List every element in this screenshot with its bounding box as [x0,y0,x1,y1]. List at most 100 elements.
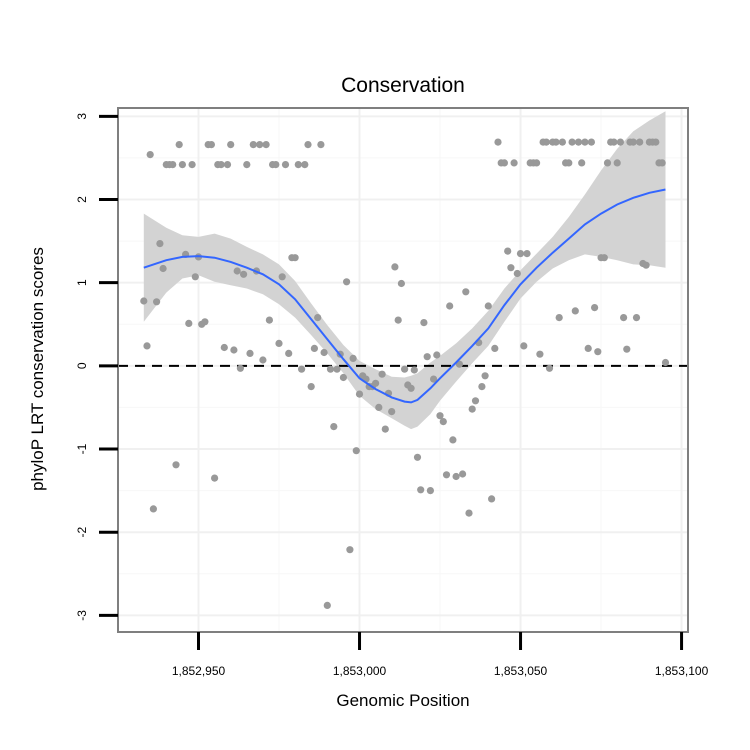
x-tick-label: 1,853,050 [494,664,548,678]
x-axis: 1,852,950 1,853,000 1,853,050 1,853,100 [172,632,709,678]
data-point [468,405,476,413]
data-point [439,418,447,426]
data-point [642,261,650,269]
data-point [413,453,422,461]
data-point [355,390,364,398]
data-point [352,447,360,455]
data-point [146,151,154,159]
data-point [339,373,347,382]
data-point [278,273,286,281]
data-point [471,397,480,405]
data-point [484,302,492,310]
data-point [304,141,312,149]
data-point [323,601,331,610]
data-point [262,141,270,149]
data-point [156,240,164,248]
data-point [256,141,264,149]
data-point [494,138,502,146]
data-point [346,546,354,554]
data-point [220,343,228,352]
data-point [436,412,444,420]
data-point [542,138,550,146]
data-point [661,358,670,367]
data-point [465,509,473,517]
data-point [455,360,463,368]
data-point [420,319,428,327]
data-point [426,487,434,495]
y-tick-label: 1 [75,279,89,286]
y-axis: -3 -2 -1 0 1 2 3 [75,113,118,621]
data-point [423,353,431,361]
data-point [191,273,199,281]
data-point [591,304,599,312]
data-point [652,138,660,146]
data-point [330,423,338,431]
data-point [291,254,299,262]
confidence-band [143,111,666,430]
data-point [462,288,470,296]
data-point [140,297,148,305]
data-point [533,159,541,167]
data-point [523,250,531,258]
data-point [314,314,322,322]
data-point [613,159,621,167]
data-point [326,365,335,373]
data-point [620,314,628,322]
data-point [545,364,554,372]
data-point [574,138,583,146]
data-point [378,370,386,378]
data-point [516,250,525,258]
data-point [600,254,608,262]
data-point [333,365,341,373]
y-tick-label: -2 [75,527,89,538]
data-point [272,161,280,169]
data-point [375,403,383,411]
data-point [281,161,290,169]
data-point [201,318,209,326]
data-point [449,436,457,444]
data-point [185,319,193,327]
data-point [401,365,409,373]
data-point [504,247,512,255]
data-point [169,161,177,169]
data-point [629,138,637,146]
data-point [285,349,293,357]
data-point [491,344,499,352]
data-point [481,372,489,380]
y-axis-label: phyloP LRT conservation scores [28,247,47,491]
data-point [536,350,544,358]
data-point [265,316,273,324]
data-point [578,159,586,167]
data-point [610,138,618,146]
data-point [320,348,328,357]
data-point [153,298,161,306]
data-point [227,141,235,149]
data-point [623,345,631,353]
data-point [211,474,219,482]
data-point [240,270,248,278]
data-point [259,356,267,364]
data-point [552,138,560,146]
data-point [507,264,515,272]
data-point [372,379,380,387]
data-point [394,316,402,324]
y-tick-label: -1 [75,443,89,454]
data-point [159,264,167,273]
data-point [172,461,180,469]
data-point [571,307,579,315]
data-point [520,342,528,350]
x-tick-label: 1,852,950 [172,664,226,678]
chart-title: Conservation [341,74,465,97]
panel-border [117,107,689,633]
data-point [301,161,309,169]
data-point [584,344,592,352]
data-point [349,354,357,362]
data-point [178,161,186,169]
data-point [207,141,215,149]
data-point [149,505,157,513]
data-point [188,161,196,169]
y-tick-label: -3 [75,610,89,621]
data-point [500,159,508,167]
data-point [513,269,521,278]
